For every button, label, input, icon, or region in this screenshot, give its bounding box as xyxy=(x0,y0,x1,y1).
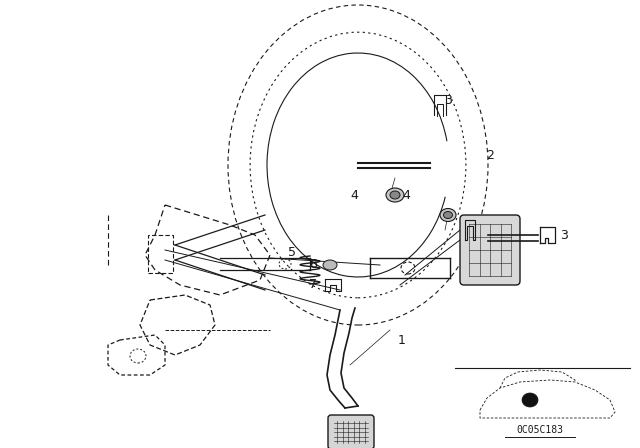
Ellipse shape xyxy=(386,188,404,202)
Text: 5: 5 xyxy=(288,246,296,258)
Text: 0C05C183: 0C05C183 xyxy=(516,425,563,435)
Text: 4: 4 xyxy=(350,189,358,202)
Text: 2: 2 xyxy=(486,148,494,161)
Text: 1: 1 xyxy=(398,333,406,346)
Ellipse shape xyxy=(522,393,538,407)
Text: 7: 7 xyxy=(309,279,317,292)
Ellipse shape xyxy=(440,208,456,221)
Bar xyxy=(148,235,173,273)
Text: 3: 3 xyxy=(444,94,452,107)
Text: 4: 4 xyxy=(402,189,410,202)
FancyBboxPatch shape xyxy=(460,215,520,285)
Ellipse shape xyxy=(390,191,400,199)
Text: 3: 3 xyxy=(560,228,568,241)
Ellipse shape xyxy=(323,260,337,270)
Text: 6: 6 xyxy=(309,258,317,271)
Ellipse shape xyxy=(444,211,452,219)
FancyBboxPatch shape xyxy=(328,415,374,448)
